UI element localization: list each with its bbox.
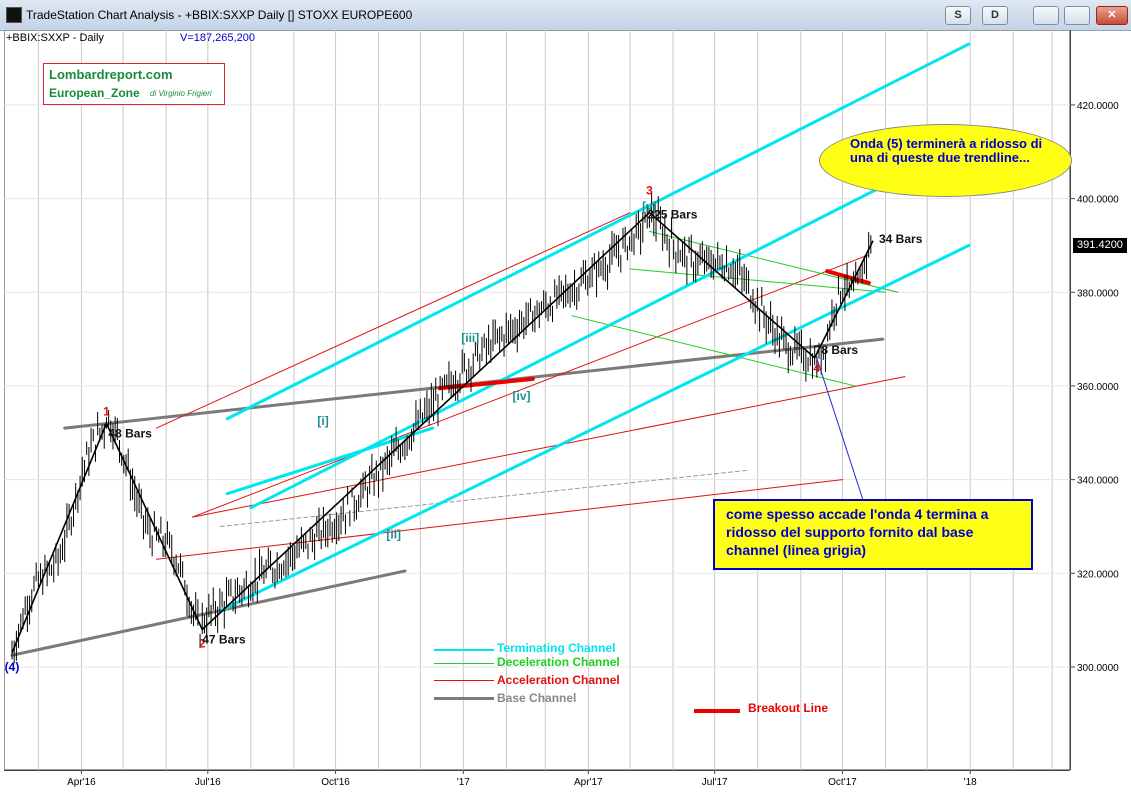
symbol-link-button[interactable]: S	[945, 6, 971, 25]
bar-count-label: 48 Bars	[108, 426, 152, 440]
deceleration-channel-lower	[571, 315, 856, 387]
wave-label: (4)	[5, 660, 20, 674]
price-tick-label: 400.0000	[1077, 195, 1119, 206]
price-tick-label: 340.0000	[1077, 476, 1119, 487]
logo-site: Lombardreport.com	[49, 67, 173, 82]
legend-swatch-base	[434, 697, 494, 700]
wave4-note: come spesso accade l'onda 4 termina a ri…	[713, 499, 1033, 570]
acceleration-channel-upper	[155, 212, 631, 429]
price-tick-label: 360.0000	[1077, 382, 1119, 393]
logo-author: di Virginio Frigieri	[150, 89, 212, 98]
date-tick-label: Apr'17	[574, 777, 603, 788]
price-axis: 420.0000 400.0000 380.0000 360.0000 340.0000…	[1070, 30, 1119, 770]
acceleration-channel-lower	[192, 376, 906, 518]
bar-count-label: 78 Bars	[815, 343, 859, 357]
price-tick-label: 300.0000	[1077, 663, 1119, 674]
terminating-channel-bottom	[218, 243, 971, 613]
logo-section: European_Zone	[49, 86, 140, 100]
date-tick-label: Jul'17	[702, 777, 728, 788]
bar-count-label: 47 Bars	[202, 632, 246, 646]
wave-label: [iii]	[461, 331, 479, 345]
last-price-tag: 391.4200	[1073, 238, 1127, 253]
legend-base: Base Channel	[497, 691, 577, 705]
price-tick-label: 380.0000	[1077, 288, 1119, 299]
legend-breakout: Breakout Line	[748, 701, 829, 715]
legend-deceleration: Deceleration Channel	[497, 655, 620, 669]
acceleration-channel-mid	[192, 254, 870, 518]
wave-label: [ii]	[386, 527, 401, 541]
wave4-note-text: come spesso accade l'onda 4 termina a ri…	[726, 506, 989, 558]
app-icon	[6, 7, 22, 23]
date-tick-label: Oct'17	[828, 777, 857, 788]
legend-terminating: Terminating Channel	[497, 641, 616, 655]
volume-label: V=187,265,200	[180, 32, 255, 44]
acceleration-channel-lower-2	[155, 479, 843, 560]
close-button[interactable]: ✕	[1096, 6, 1128, 25]
legend-swatch-acceleration	[434, 680, 494, 681]
terminating-channel-inner	[225, 426, 435, 496]
terminating-channel-top	[225, 42, 971, 421]
wave-label: 4	[813, 361, 820, 375]
window-title: TradeStation Chart Analysis - +BBIX:SXXP…	[26, 8, 413, 22]
minimize-button[interactable]	[1033, 6, 1059, 25]
base-channel-midline	[219, 469, 749, 527]
legend-acceleration: Acceleration Channel	[497, 673, 620, 687]
date-tick-label: '18	[964, 777, 977, 788]
wave-label: 2	[199, 636, 206, 650]
maximize-button[interactable]	[1064, 6, 1090, 25]
window-titlebar: TradeStation Chart Analysis - +BBIX:SXXP…	[0, 0, 1131, 31]
wave-label: 3	[646, 184, 653, 198]
date-axis: Apr'16 Jul'16 Oct'16 '17 Apr'17 Jul'17 Oct'17 '…	[4, 770, 1070, 788]
date-tick-label: Oct'16	[321, 777, 350, 788]
date-tick-label: Jul'16	[195, 777, 221, 788]
elliott-wave-path	[11, 211, 874, 654]
date-tick-label: '17	[457, 777, 470, 788]
wave-label: [i]	[317, 414, 328, 428]
wave-label: [iv]	[512, 389, 530, 403]
price-tick-label: 320.0000	[1077, 569, 1119, 580]
bar-count-label: 34 Bars	[879, 232, 923, 246]
wave-label: 1	[103, 404, 110, 418]
wave5-callout-text: Onda (5) terminerà a ridosso di una di q…	[850, 136, 1043, 165]
legend-swatch-terminating	[434, 649, 494, 651]
date-tick-label: Apr'16	[67, 777, 96, 788]
legend-swatch-deceleration	[434, 663, 494, 664]
legend-swatch-breakout	[694, 709, 740, 713]
price-tick-label: 420.0000	[1077, 101, 1119, 112]
note-pointer-line	[816, 357, 864, 501]
logo-box: Lombardreport.com European_Zone di Virgi…	[43, 63, 225, 105]
data-link-button[interactable]: D	[982, 6, 1008, 25]
wave-label: [v]	[642, 200, 657, 214]
symbol-label: +BBIX:SXXP - Daily	[6, 32, 104, 44]
bar-count-label: 225 Bars	[647, 208, 697, 222]
wave5-callout: Onda (5) terminerà a ridosso di una di q…	[819, 124, 1072, 197]
